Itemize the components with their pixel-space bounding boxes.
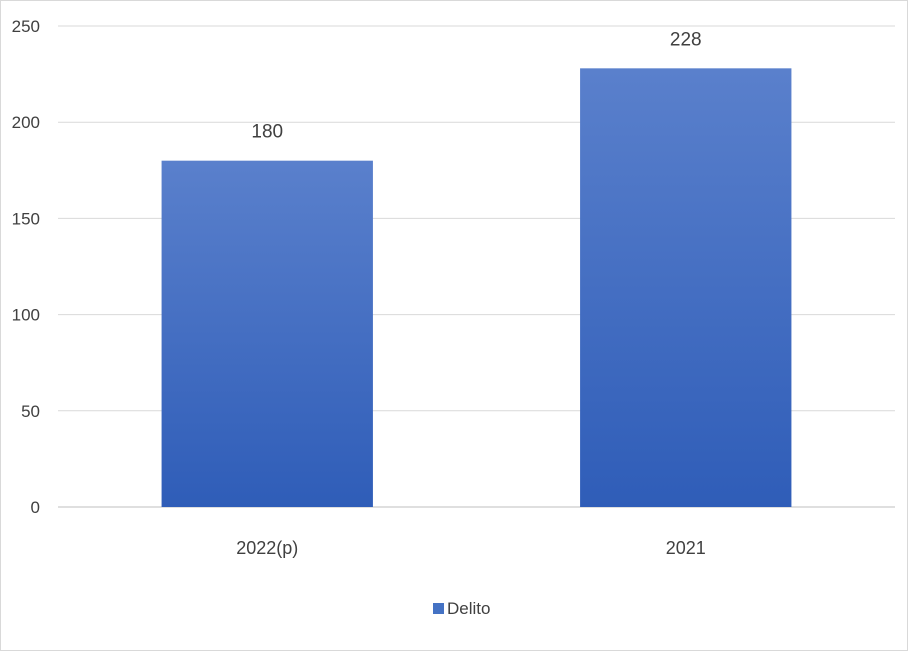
y-tick-label: 0 bbox=[31, 498, 40, 517]
bar-2022-p- bbox=[161, 160, 373, 507]
y-tick-label: 150 bbox=[12, 209, 40, 228]
legend: Delito bbox=[433, 599, 490, 618]
legend-swatch-delito bbox=[433, 603, 444, 614]
y-tick-label: 100 bbox=[12, 306, 40, 325]
x-category-label: 2021 bbox=[666, 538, 706, 558]
data-label: 180 bbox=[251, 122, 283, 143]
x-category-label: 2022(p) bbox=[236, 538, 298, 558]
bar-2021 bbox=[580, 68, 792, 507]
y-axis-ticks: 0 50 100 150 200 250 bbox=[12, 17, 40, 517]
y-tick-label: 250 bbox=[12, 17, 40, 36]
legend-label-delito: Delito bbox=[447, 599, 490, 618]
data-label: 228 bbox=[670, 29, 702, 50]
y-tick-label: 200 bbox=[12, 113, 40, 132]
x-axis-categories: 2022(p) 2021 bbox=[236, 538, 706, 558]
data-labels: 180 228 bbox=[251, 29, 701, 142]
y-tick-label: 50 bbox=[21, 402, 40, 421]
bars bbox=[161, 68, 792, 507]
